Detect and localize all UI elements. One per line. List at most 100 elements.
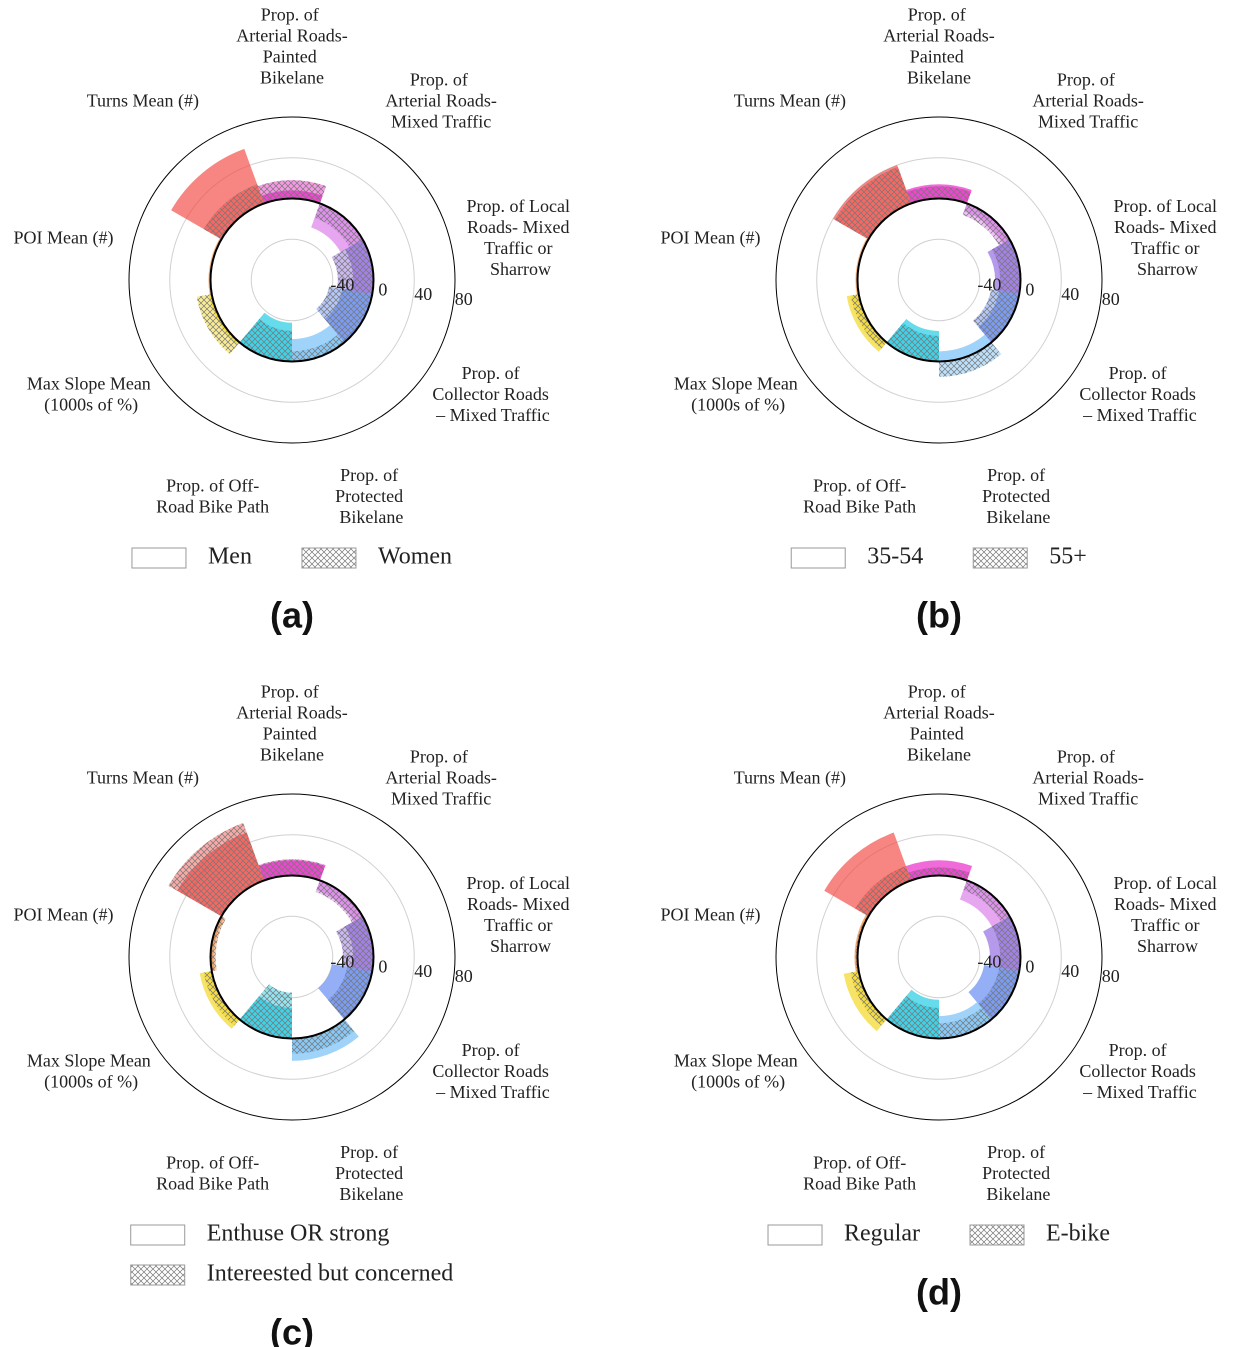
polar-bar-hatch xyxy=(315,880,363,923)
r-tick-label: -40 xyxy=(330,951,354,971)
outer-frame xyxy=(128,793,456,1121)
panel: -40 0 40 80 Prop. of Arterial Roads-Painted … xyxy=(661,682,1222,1313)
baseline-circle xyxy=(856,197,1022,363)
category-label: Max Slope Mean (1000s of %) xyxy=(27,1051,155,1093)
r-tick-label: -40 xyxy=(977,274,1001,294)
legend-swatch xyxy=(972,547,1028,569)
legend-text: Men xyxy=(208,544,252,570)
polar-bar-hatch xyxy=(834,167,912,240)
panel-title: (b) xyxy=(916,595,962,636)
grid-circle xyxy=(250,915,334,999)
legend-text: Regular xyxy=(844,1221,920,1247)
polar-bar-hatch xyxy=(292,334,345,362)
r-tick-label: 80 xyxy=(455,289,473,309)
category-label: Prop. of Arterial Roads-Painted Bikelane xyxy=(883,5,994,88)
category-label: POI Mean (#) xyxy=(14,905,114,926)
r-tick-label: 80 xyxy=(1102,966,1120,986)
polar-bar-hatch xyxy=(908,867,970,881)
legend-text: Enthuse OR strong xyxy=(207,1221,390,1247)
category-label: Prop. of Local Roads- Mixed Traffic or S… xyxy=(1113,873,1221,956)
category-label: POI Mean (#) xyxy=(14,228,114,249)
polar-bar-hatch xyxy=(331,239,374,295)
polar-bar-hatch xyxy=(203,184,265,240)
r-tick-label: 0 xyxy=(1025,279,1034,299)
r-tick-label: 0 xyxy=(1025,956,1034,976)
category-label: Prop. of Arterial Roads-Mixed Traffic xyxy=(385,746,496,808)
legend-text: 55+ xyxy=(1049,544,1087,570)
category-label: Prop. of Off-Road Bike Path xyxy=(803,476,916,517)
polar-bar-hatch xyxy=(328,966,373,1020)
polar-bar xyxy=(171,148,265,240)
panel-title: (d) xyxy=(916,1272,962,1313)
grid-circle xyxy=(169,834,415,1080)
category-label: Prop. of Collector Roads – Mixed Traffic xyxy=(1079,363,1200,425)
category-label: Turns Mean (#) xyxy=(734,90,846,111)
r-tick-label: 40 xyxy=(1061,284,1079,304)
category-label: Turns Mean (#) xyxy=(87,767,199,788)
polar-bar xyxy=(939,334,992,362)
polar-bar-hatch xyxy=(210,916,226,972)
polar-bar-hatch xyxy=(886,322,939,362)
polar-bar-hatch xyxy=(314,203,363,247)
category-label: Prop. of Arterial Roads-Painted Bikelane xyxy=(236,5,347,88)
r-tick-label: 80 xyxy=(455,966,473,986)
polar-bar-hatch xyxy=(336,916,374,972)
polar-bar-hatch xyxy=(973,289,1020,343)
legend-swatch xyxy=(790,547,846,569)
polar-bar-hatch xyxy=(963,880,1010,922)
legend-text: 35-54 xyxy=(867,544,923,570)
polar-bar-hatch xyxy=(258,859,326,881)
baseline-circle xyxy=(856,874,1022,1040)
category-label: Max Slope Mean (1000s of %) xyxy=(27,374,155,416)
grid-circle xyxy=(897,238,981,322)
grid-circle xyxy=(250,238,334,322)
polar-bar-hatch xyxy=(196,294,240,355)
category-label: Prop. of Local Roads- Mixed Traffic or S… xyxy=(466,196,574,279)
legend-swatch xyxy=(131,547,187,569)
legend-swatch xyxy=(969,1224,1025,1246)
category-label: Prop. of Arterial Roads-Mixed Traffic xyxy=(385,69,496,131)
category-label: Prop. of Arterial Roads-Mixed Traffic xyxy=(1032,746,1143,808)
r-tick-label: 0 xyxy=(378,279,387,299)
outer-frame xyxy=(775,793,1103,1121)
r-tick-label: 0 xyxy=(378,956,387,976)
legend-swatch xyxy=(130,1224,186,1246)
polar-bar-hatch xyxy=(855,866,912,917)
outer-frame xyxy=(128,116,456,444)
category-label: Prop. of Off-Road Bike Path xyxy=(156,1153,269,1194)
legend-text: Women xyxy=(378,544,452,570)
category-label: Prop. of Arterial Roads-Mixed Traffic xyxy=(1032,69,1143,131)
polar-bar-hatch xyxy=(316,286,373,343)
legend-text: Intereested but concerned xyxy=(207,1261,454,1287)
r-tick-label: 40 xyxy=(1061,961,1079,981)
r-tick-label: 40 xyxy=(414,961,432,981)
polar-bar xyxy=(824,832,912,917)
category-label: Prop. of Off-Road Bike Path xyxy=(156,476,269,517)
category-label: POI Mean (#) xyxy=(661,228,761,249)
baseline-circle xyxy=(209,197,375,363)
grid-circle xyxy=(169,157,415,403)
r-tick-label: 40 xyxy=(414,284,432,304)
grid-circle xyxy=(816,157,1062,403)
category-label: Prop. of Local Roads- Mixed Traffic or S… xyxy=(1113,196,1221,279)
legend-text: E-bike xyxy=(1046,1221,1110,1247)
category-label: Prop. of Collector Roads – Mixed Traffic xyxy=(1079,1040,1200,1102)
polar-bar-hatch xyxy=(239,984,292,1039)
category-label: Prop. of Protected Bikelane xyxy=(982,465,1054,527)
category-label: Prop. of Off-Road Bike Path xyxy=(803,1153,916,1194)
category-label: Prop. of Local Roads- Mixed Traffic or S… xyxy=(466,873,574,956)
legend-swatch xyxy=(301,547,357,569)
category-label: Turns Mean (#) xyxy=(87,90,199,111)
category-label: POI Mean (#) xyxy=(661,905,761,926)
category-label: Turns Mean (#) xyxy=(734,767,846,788)
category-label: Max Slope Mean (1000s of %) xyxy=(674,1051,802,1093)
grid-circle xyxy=(816,834,1062,1080)
polar-bar-hatch xyxy=(991,916,1021,972)
legend-swatch xyxy=(767,1224,823,1246)
panel: -40 0 40 80 Prop. of Arterial Roads-Painted … xyxy=(661,5,1222,636)
category-label: Prop. of Arterial Roads-Painted Bikelane xyxy=(236,682,347,765)
category-label: Prop. of Protected Bikelane xyxy=(982,1142,1054,1204)
panel-title: (a) xyxy=(270,595,314,636)
baseline-circle xyxy=(209,874,375,1040)
category-label: Prop. of Protected Bikelane xyxy=(335,465,407,527)
